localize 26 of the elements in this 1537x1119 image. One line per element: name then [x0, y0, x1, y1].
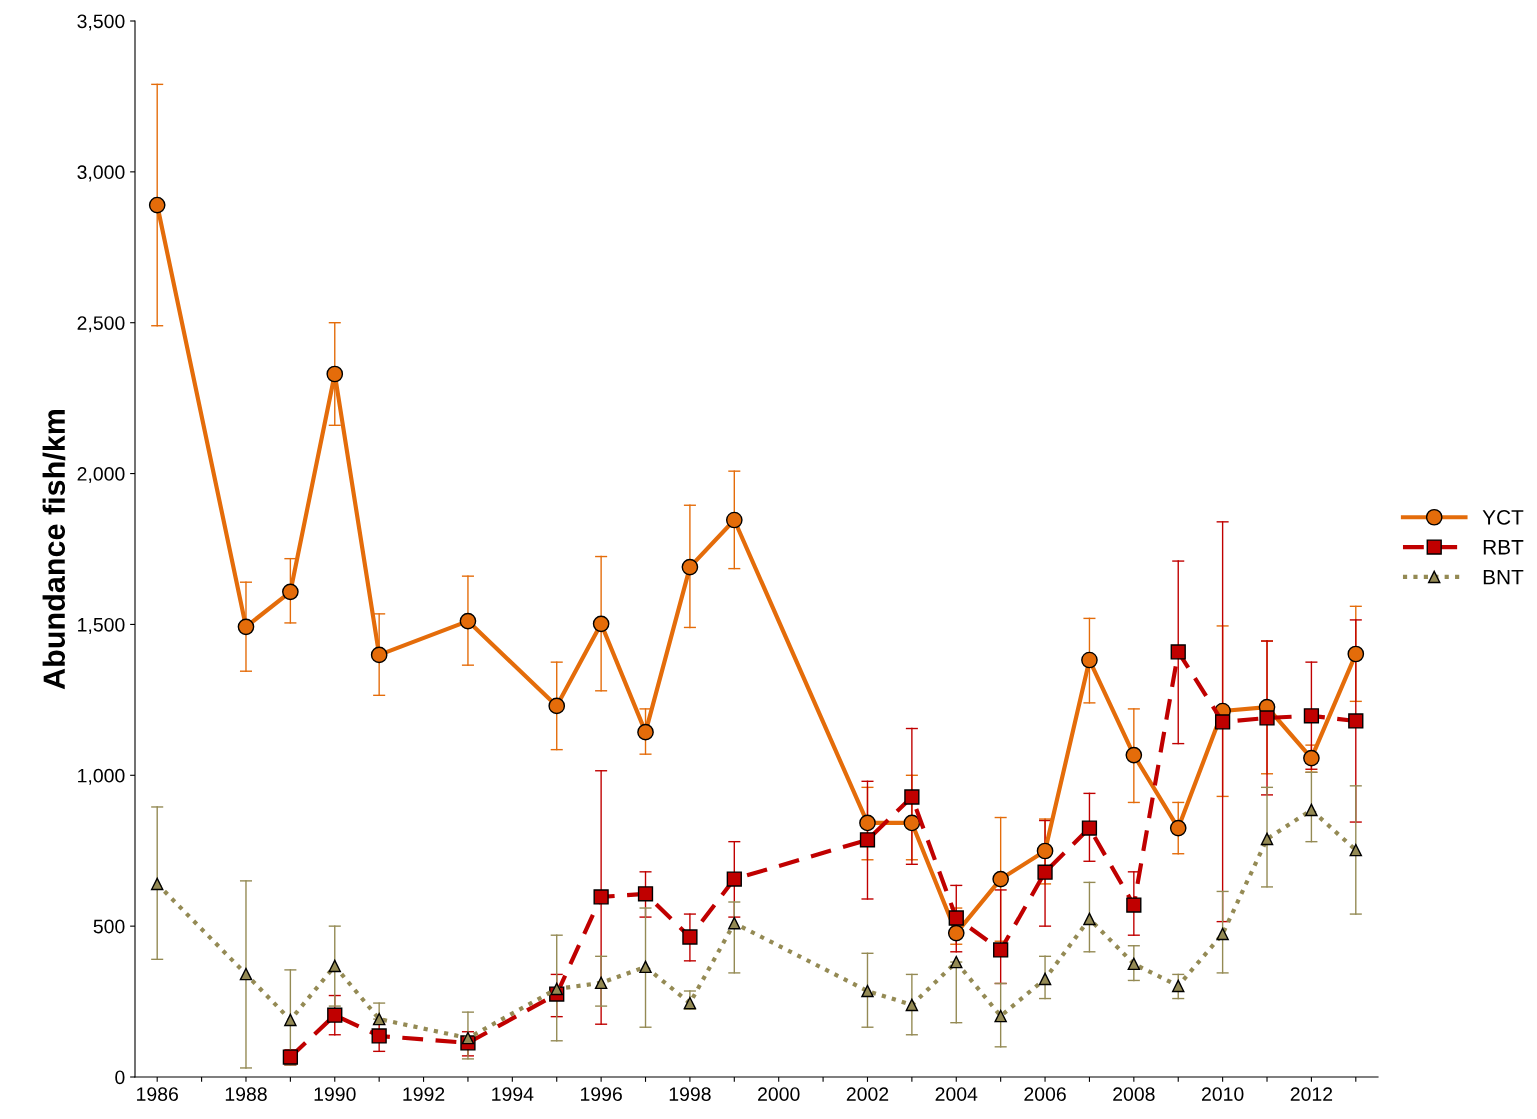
- x-tick-label: 1990: [314, 1087, 356, 1101]
- x-tick-label: 1996: [580, 1087, 622, 1101]
- x-tick-label: 2006: [1024, 1087, 1066, 1101]
- x-tick-label: 1998: [669, 1087, 711, 1101]
- x-tick-label: 1988: [225, 1087, 267, 1101]
- x-tick-label: 1992: [403, 1087, 445, 1101]
- legend-label: YCT: [1482, 510, 1524, 525]
- legend-label: RBT: [1483, 540, 1524, 555]
- x-tick-label: 2012: [1290, 1087, 1333, 1101]
- x-tick-label: 2010: [1201, 1087, 1244, 1101]
- y-tick-label: 3,000: [77, 165, 125, 182]
- x-tick-label: 2000: [758, 1087, 800, 1101]
- y-tick-label: 1,000: [78, 768, 125, 785]
- x-tick-label: 1994: [492, 1087, 534, 1101]
- x-tick-label: 2002: [846, 1087, 889, 1101]
- x-tick-label: 2008: [1113, 1087, 1155, 1101]
- y-tick-label: 500: [93, 919, 125, 934]
- y-axis-title: Abundance fish/km: [42, 409, 66, 690]
- y-tick-label: 2,000: [77, 467, 125, 484]
- x-tick-label: 2004: [935, 1087, 978, 1101]
- y-tick-label: 3,500: [77, 14, 125, 31]
- y-tick-label: 0: [115, 1070, 125, 1085]
- y-tick-label: 2,500: [77, 316, 125, 333]
- x-tick-label: 1986: [137, 1087, 178, 1101]
- y-tick-label: 1,500: [78, 617, 125, 634]
- legend-label: BNT: [1483, 569, 1524, 585]
